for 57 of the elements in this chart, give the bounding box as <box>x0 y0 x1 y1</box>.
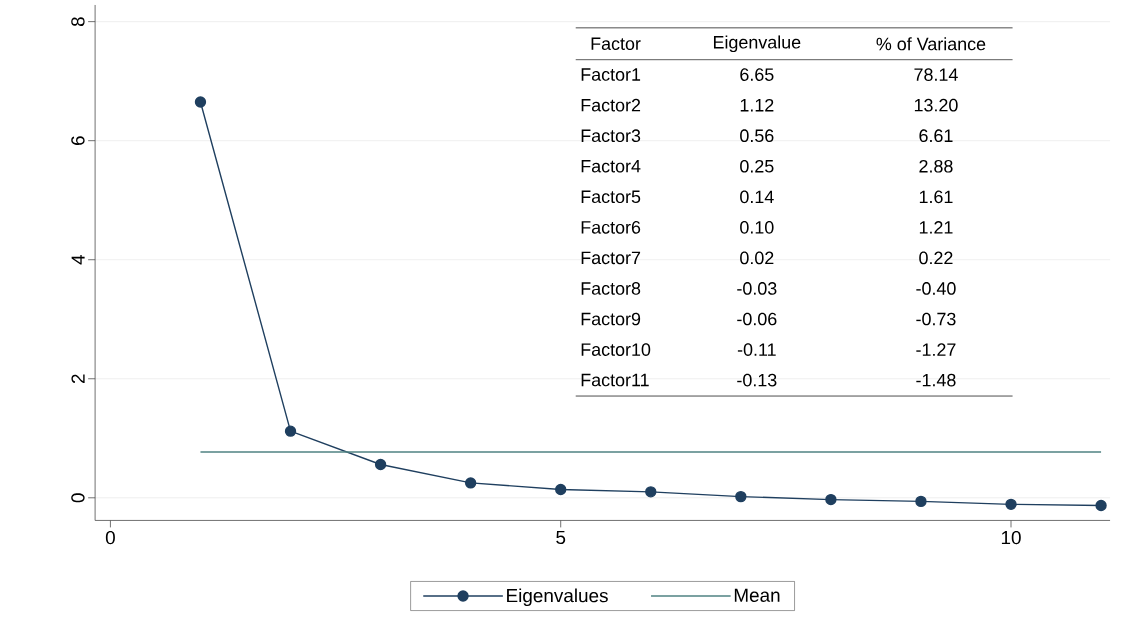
annotation: Factor3 <box>581 129 641 143</box>
annotation: 0.02 <box>740 251 774 265</box>
point <box>825 493 837 506</box>
annotation: Factor8 <box>581 282 641 295</box>
point <box>555 483 567 496</box>
annotation: 2.88 <box>919 159 953 173</box>
y-tick-label: 6 <box>71 136 85 146</box>
annotation: 0.25 <box>740 159 774 173</box>
annotation: -1.48 <box>916 373 956 387</box>
annotation: Factor4 <box>581 160 641 173</box>
annotation: Factor1 <box>581 68 641 81</box>
annotation: Factor <box>591 37 641 51</box>
point <box>374 458 387 471</box>
point <box>1005 498 1017 511</box>
point <box>1095 499 1107 512</box>
annotation: Factor9 <box>581 312 641 326</box>
point <box>284 425 297 437</box>
annotation: Factor5 <box>581 190 641 204</box>
point <box>645 486 657 498</box>
annotation: 13.20 <box>914 98 958 112</box>
annotation: 0.22 <box>919 251 953 265</box>
annotation: 0.10 <box>740 221 774 234</box>
annotation: 6.61 <box>919 129 953 143</box>
x-tick-label: 5 <box>556 530 566 545</box>
annotation: 1.12 <box>740 98 774 112</box>
annotation: Factor7 <box>581 251 641 265</box>
y-tick-label: 8 <box>71 17 85 27</box>
point <box>464 477 477 489</box>
y-tick-label: 4 <box>71 255 85 265</box>
point <box>915 495 927 508</box>
legend-label: Eigenvalues <box>507 588 608 607</box>
annotation: -0.06 <box>737 312 777 326</box>
annotation: Factor6 <box>581 221 641 234</box>
x-tick-label: 0 <box>105 530 115 545</box>
annotation: 1.61 <box>919 190 953 204</box>
y-tick-label: 0 <box>71 493 85 503</box>
legend-label: Mean <box>734 588 780 602</box>
annotation: Eigenvalue <box>713 35 801 53</box>
y-tick-label: 2 <box>71 374 85 384</box>
annotation: -0.40 <box>916 282 956 295</box>
annotation: Factor2 <box>581 98 641 112</box>
annotation: 0.14 <box>740 190 774 204</box>
x-tick-label: 10 <box>1001 530 1021 545</box>
annotation: % of Variance <box>876 37 986 51</box>
annotation: -0.11 <box>737 343 776 356</box>
annotation: Factor11 <box>581 373 649 387</box>
point <box>194 96 207 108</box>
annotation: Factor10 <box>581 343 651 356</box>
annotation: -0.13 <box>737 373 777 387</box>
annotation: 0.56 <box>740 129 774 143</box>
annotation: 78.14 <box>914 68 958 82</box>
annotation: -1.27 <box>916 343 956 356</box>
point <box>735 490 747 503</box>
annotation: 1.21 <box>919 221 953 234</box>
annotation: 6.65 <box>740 68 774 82</box>
annotation: -0.73 <box>916 312 956 326</box>
annotation: -0.03 <box>737 282 777 295</box>
